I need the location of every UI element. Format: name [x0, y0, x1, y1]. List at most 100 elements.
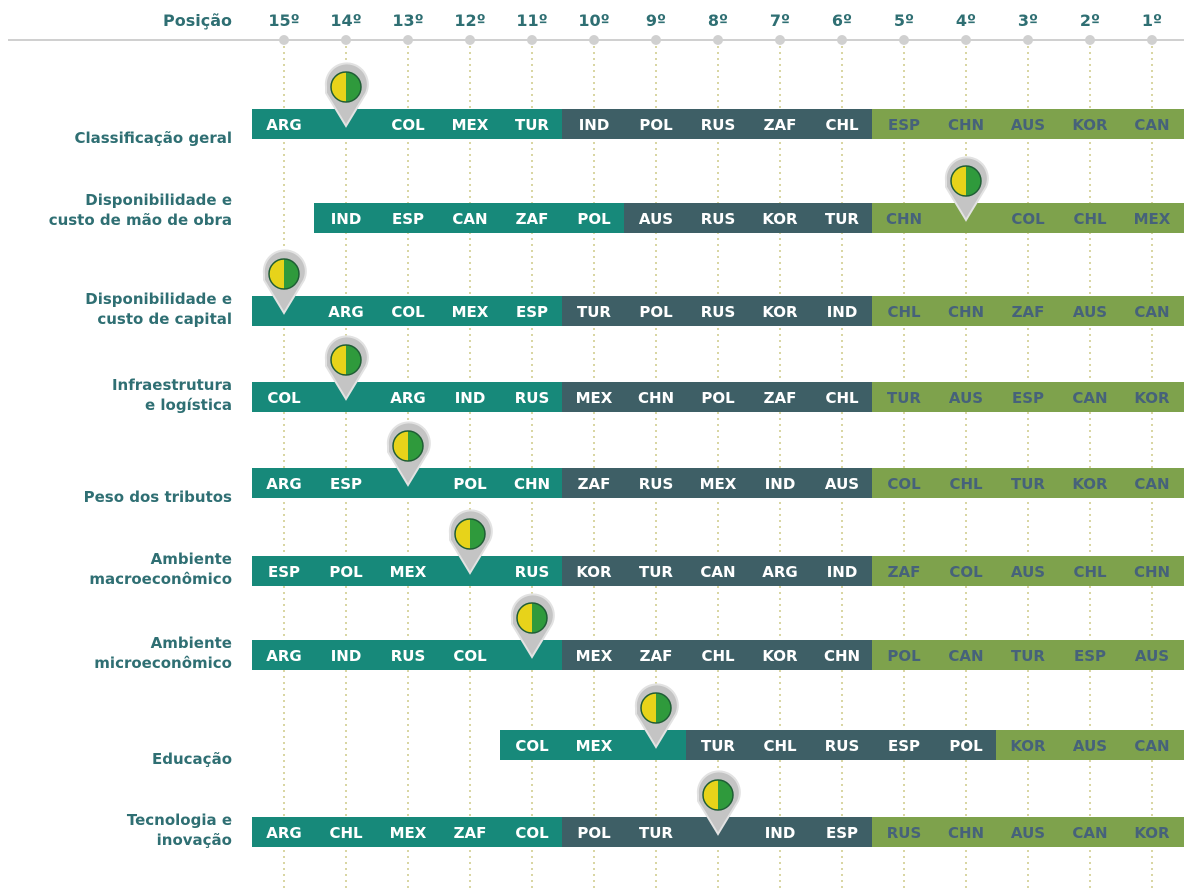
country-code: ARG: [328, 303, 363, 321]
country-code: RUS: [701, 116, 736, 134]
country-code: KOR: [1072, 475, 1108, 493]
segment: [624, 203, 873, 233]
column-dot: [837, 35, 847, 45]
segment: [252, 382, 563, 412]
country-code: CAN: [452, 210, 487, 228]
country-code: COL: [1011, 210, 1045, 228]
row-label: Classificação geral: [74, 129, 232, 147]
column-dot: [899, 35, 909, 45]
country-code: RUS: [887, 824, 922, 842]
country-code: CHL: [949, 475, 983, 493]
country-code: COL: [887, 475, 921, 493]
country-code: AUS: [1011, 563, 1045, 581]
country-code: CHL: [825, 116, 859, 134]
pin-right: [346, 345, 361, 375]
column-dot: [1147, 35, 1157, 45]
country-code: ARG: [266, 116, 301, 134]
row-label: Tecnologia e: [127, 811, 232, 829]
country-code: KOR: [762, 647, 798, 665]
position-label: 15º: [268, 11, 299, 30]
country-code: IND: [765, 824, 796, 842]
country-code: ESP: [1074, 647, 1106, 665]
country-code: ESP: [330, 475, 362, 493]
country-code: IND: [765, 475, 796, 493]
country-code: IND: [827, 563, 858, 581]
country-code: ESP: [888, 737, 920, 755]
segment: [562, 640, 873, 670]
column-dot: [713, 35, 723, 45]
pin-left: [703, 780, 718, 810]
position-label: 12º: [454, 11, 485, 30]
position-label: 1º: [1142, 11, 1162, 30]
row-label: Ambiente: [151, 634, 232, 652]
country-code: AUS: [1011, 116, 1045, 134]
column-dot: [1085, 35, 1095, 45]
country-code: MEX: [700, 475, 737, 493]
column-dot: [961, 35, 971, 45]
country-code: POL: [577, 824, 611, 842]
country-code: ARG: [762, 563, 797, 581]
country-code: COL: [949, 563, 983, 581]
pin-left: [641, 693, 656, 723]
pin-left: [331, 345, 346, 375]
segment: [996, 730, 1184, 760]
country-code: ZAF: [764, 389, 797, 407]
column-dot: [775, 35, 785, 45]
row-label: Ambiente: [151, 550, 232, 568]
pin-left: [393, 431, 408, 461]
segment: [562, 382, 873, 412]
position-label: 7º: [770, 11, 790, 30]
segment: [562, 468, 873, 498]
country-code: ESP: [392, 210, 424, 228]
column-dot: [279, 35, 289, 45]
segment: [314, 203, 625, 233]
row-label: microeconômico: [94, 654, 232, 672]
pin-left: [517, 603, 532, 633]
country-code: POL: [639, 116, 673, 134]
country-code: CHN: [948, 303, 984, 321]
column-dot: [1023, 35, 1033, 45]
country-code: KOR: [762, 210, 798, 228]
country-code: CAN: [700, 563, 735, 581]
column-dot: [341, 35, 351, 45]
country-code: AUS: [1073, 303, 1107, 321]
country-code: POL: [887, 647, 921, 665]
country-code: CHN: [886, 210, 922, 228]
segment: [872, 203, 1184, 233]
country-code: ARG: [390, 389, 425, 407]
country-code: AUS: [639, 210, 673, 228]
pin-ring: [392, 430, 424, 462]
segment: [252, 109, 563, 139]
pin-right: [346, 72, 361, 102]
segment: [872, 296, 1184, 326]
country-code: IND: [455, 389, 486, 407]
country-code: POL: [577, 210, 611, 228]
country-code: CHL: [1073, 563, 1107, 581]
country-code: POL: [329, 563, 363, 581]
country-code: RUS: [639, 475, 674, 493]
position-label: 4º: [956, 11, 976, 30]
segment: [252, 556, 563, 586]
country-code: MEX: [576, 389, 613, 407]
country-code: CHL: [887, 303, 921, 321]
country-code: POL: [949, 737, 983, 755]
pin-left: [455, 519, 470, 549]
country-code: ZAF: [1012, 303, 1045, 321]
country-code: COL: [515, 824, 549, 842]
country-code: COL: [391, 303, 425, 321]
row-label: macroeconômico: [89, 570, 232, 588]
pin-right: [284, 259, 299, 289]
country-code: CHL: [1073, 210, 1107, 228]
position-label: 11º: [516, 11, 547, 30]
column-dot: [527, 35, 537, 45]
country-code: COL: [515, 737, 549, 755]
country-code: MEX: [452, 116, 489, 134]
segment: [252, 817, 563, 847]
country-code: CAN: [1134, 303, 1169, 321]
country-code: RUS: [515, 563, 550, 581]
country-code: TUR: [887, 389, 921, 407]
pin-ring: [516, 602, 548, 634]
row-label: custo de capital: [97, 310, 232, 328]
country-code: ESP: [516, 303, 548, 321]
country-code: TUR: [1011, 647, 1045, 665]
